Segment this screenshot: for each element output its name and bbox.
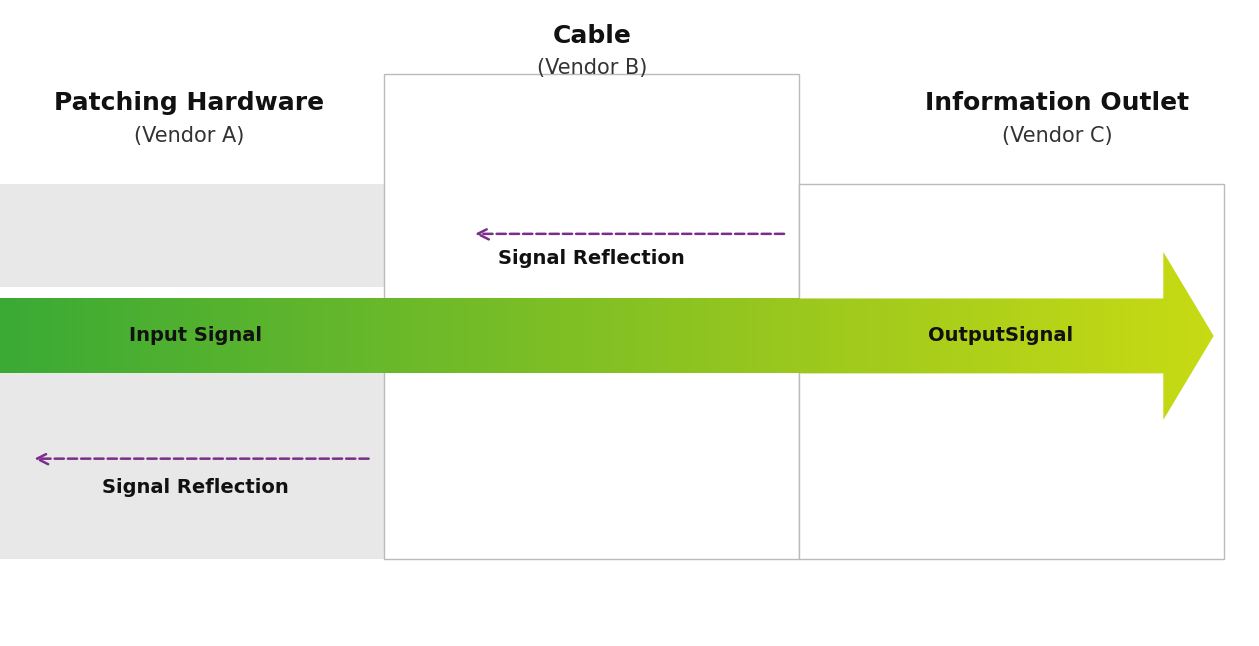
Bar [799, 184, 1224, 559]
Text: OutputSignal: OutputSignal [928, 326, 1074, 346]
Bar [0, 359, 384, 559]
Text: (Vendor A): (Vendor A) [133, 126, 244, 145]
Text: (Vendor C): (Vendor C) [1002, 126, 1113, 145]
Text: Information Outlet: Information Outlet [925, 91, 1190, 116]
Bar [384, 74, 799, 559]
Text: Signal Reflection: Signal Reflection [102, 478, 288, 497]
Text: Cable: Cable [553, 23, 631, 48]
Text: Input Signal: Input Signal [128, 326, 262, 346]
Bar [0, 184, 799, 287]
Text: Signal Reflection: Signal Reflection [499, 249, 685, 268]
Text: (Vendor B): (Vendor B) [536, 58, 647, 78]
Text: Patching Hardware: Patching Hardware [54, 91, 324, 116]
Bar [799, 184, 1224, 449]
